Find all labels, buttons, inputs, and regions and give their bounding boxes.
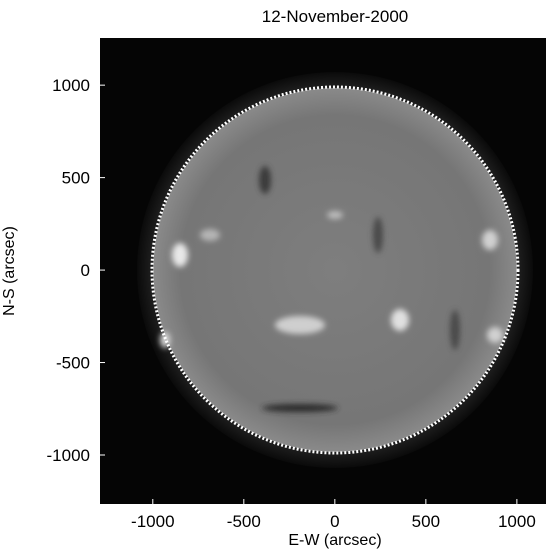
chart-title: 12-November-2000 bbox=[262, 7, 408, 26]
y-axis-label: N-S (arcsec) bbox=[1, 226, 18, 316]
y-tick-label: -500 bbox=[56, 354, 90, 373]
y-tick-label: 1000 bbox=[52, 76, 90, 95]
y-tick-label: 500 bbox=[62, 169, 90, 188]
y-tick-label: 0 bbox=[81, 261, 90, 280]
x-tick-label: -500 bbox=[227, 512, 261, 531]
x-axis-label: E-W (arcsec) bbox=[288, 532, 381, 549]
x-tick-label: 0 bbox=[330, 512, 339, 531]
x-tick-label: 500 bbox=[412, 512, 440, 531]
y-tick-label: -1000 bbox=[47, 446, 90, 465]
page: 12-November-2000 E-W (arcsec) N-S (arcse… bbox=[0, 0, 556, 552]
x-tick-label: 1000 bbox=[498, 512, 536, 531]
x-tick-label: -1000 bbox=[131, 512, 174, 531]
solar-image bbox=[100, 38, 546, 504]
chart: 12-November-2000 E-W (arcsec) N-S (arcse… bbox=[0, 0, 556, 552]
